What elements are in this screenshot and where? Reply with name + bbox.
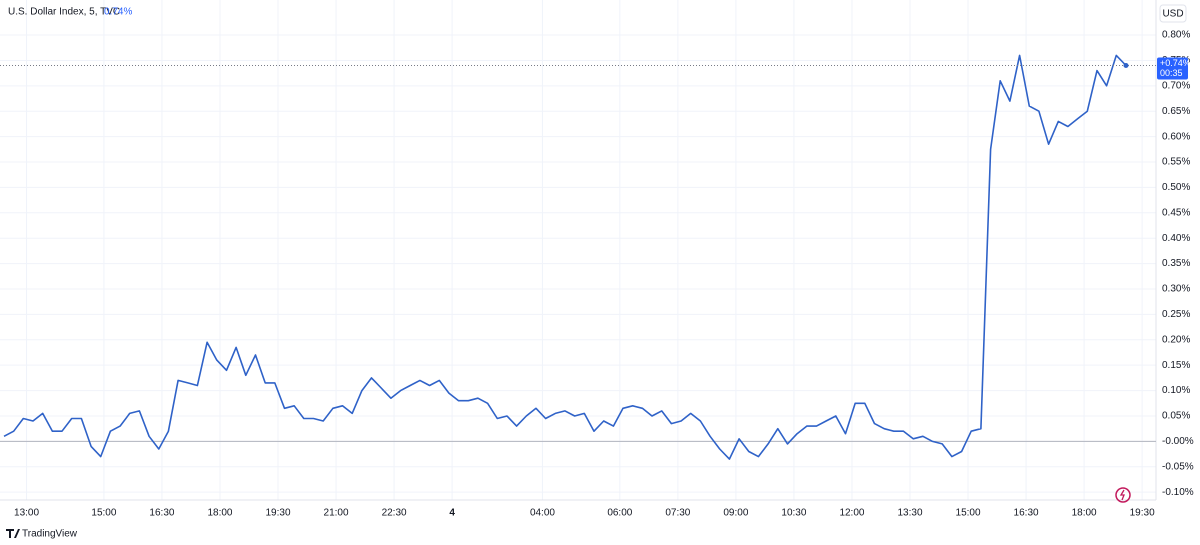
x-tick-label: 09:00 bbox=[723, 508, 748, 519]
price-badge bbox=[1157, 57, 1188, 80]
y-tick-label: 0.65% bbox=[1162, 106, 1190, 117]
x-tick-label: 04:00 bbox=[530, 508, 555, 519]
y-tick-label: 0.40% bbox=[1162, 233, 1190, 244]
x-tick-label: 21:00 bbox=[324, 508, 349, 519]
y-tick-label: -0.10% bbox=[1162, 487, 1194, 498]
y-tick-label: 0.25% bbox=[1162, 309, 1190, 320]
chart-title: U.S. Dollar Index, 5, TVC bbox=[8, 7, 120, 18]
y-tick-label: -0.05% bbox=[1162, 461, 1194, 472]
y-tick-label: 0.05% bbox=[1162, 411, 1190, 422]
y-tick-label: -0.00% bbox=[1162, 436, 1194, 447]
x-tick-label: 19:30 bbox=[1130, 508, 1155, 519]
price-label: +0.74% bbox=[1160, 58, 1191, 68]
y-tick-label: 0.80% bbox=[1162, 30, 1190, 41]
y-tick-label: 0.70% bbox=[1162, 80, 1190, 91]
x-tick-label: 07:30 bbox=[665, 508, 690, 519]
x-tick-label: 4 bbox=[449, 508, 455, 519]
x-tick-label: 13:30 bbox=[897, 508, 922, 519]
y-tick-label: 0.15% bbox=[1162, 360, 1190, 371]
brand: TradingView bbox=[22, 529, 78, 540]
currency-box[interactable] bbox=[1159, 4, 1187, 23]
brand-logo bbox=[6, 529, 20, 538]
countdown: 00:35 bbox=[1160, 68, 1183, 78]
y-tick-label: 0.45% bbox=[1162, 207, 1190, 218]
y-tick-label: 0.55% bbox=[1162, 157, 1190, 168]
x-tick-label: 22:30 bbox=[382, 508, 407, 519]
price-line bbox=[3, 54, 1127, 460]
y-tick-label: 0.60% bbox=[1162, 131, 1190, 142]
y-tick-label: 0.35% bbox=[1162, 258, 1190, 269]
currency[interactable]: USD bbox=[1162, 9, 1183, 20]
y-tick-label: 0.50% bbox=[1162, 182, 1190, 193]
x-tick-label: 12:00 bbox=[839, 508, 864, 519]
y-tick-label: 0.20% bbox=[1162, 334, 1190, 345]
x-tick-label: 06:00 bbox=[607, 508, 632, 519]
x-tick-label: 13:00 bbox=[14, 508, 39, 519]
x-tick-label: 15:00 bbox=[91, 508, 116, 519]
x-tick-label: 18:00 bbox=[1072, 508, 1097, 519]
last-point bbox=[1123, 63, 1129, 69]
y-tick-label: 0.30% bbox=[1162, 284, 1190, 295]
x-tick-label: 15:00 bbox=[956, 508, 981, 519]
header-value: 0.74% bbox=[104, 7, 132, 18]
x-tick-label: 16:30 bbox=[1014, 508, 1039, 519]
x-tick-label: 10:30 bbox=[781, 508, 806, 519]
x-tick-label: 18:00 bbox=[207, 508, 232, 519]
lightning-icon[interactable] bbox=[1115, 487, 1131, 503]
x-tick-label: 16:30 bbox=[149, 508, 174, 519]
y-tick-label: 0.10% bbox=[1162, 385, 1190, 396]
x-tick-label: 19:30 bbox=[265, 508, 290, 519]
